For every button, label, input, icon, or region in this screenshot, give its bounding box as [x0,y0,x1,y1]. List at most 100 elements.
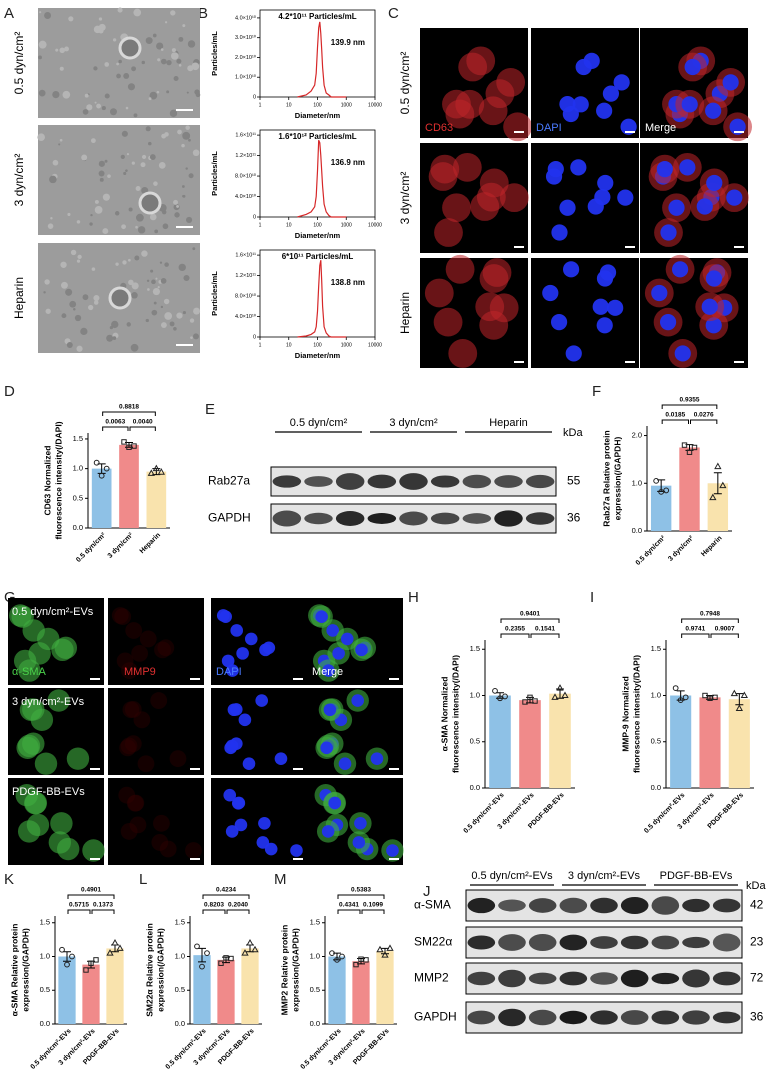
y-tick-label: 1.5 [73,434,83,443]
texture [148,97,152,101]
texture [163,298,170,305]
band [399,473,428,490]
texture [174,212,180,218]
texture [141,60,146,65]
y-axis-label: fluorescence intensity(/DAPI) [53,421,63,539]
texture [145,37,153,45]
cell [82,839,105,862]
cell [321,825,335,838]
cell [613,74,630,91]
data-point [83,967,89,973]
micrograph [108,688,204,775]
y-tick-label: 2.0×10¹⁰ [235,54,257,61]
cell [120,737,138,755]
texture [137,226,146,234]
data-point [251,945,259,953]
kda-value: 55 [567,474,581,488]
texture [98,160,105,167]
data-point [157,468,165,475]
texture [170,10,176,16]
row-label: MMP2 [414,971,449,985]
cell [224,741,237,755]
cell [230,624,244,637]
row-label: α-SMA [414,898,451,912]
texture [112,38,117,42]
x-tick-label: 1 [259,342,262,348]
band [712,933,741,952]
texture [178,36,184,42]
cell [726,189,743,206]
x-tick-label: 10 [286,342,292,348]
band [498,934,526,951]
cell [219,610,232,623]
cell [159,840,177,858]
texture [161,322,167,328]
micrograph [108,598,204,685]
data-point [64,961,70,968]
texture [76,220,81,224]
y-tick-label: 1.0×10¹⁰ [235,74,257,81]
texture [112,336,117,341]
data-point [682,694,689,701]
band [712,1011,741,1024]
texture [182,185,185,188]
unit-label: kDa [563,427,583,439]
cell [129,816,147,834]
p-value: 0.9007 [715,626,735,633]
cell [479,264,509,293]
texture [102,228,109,235]
kda-value: 36 [567,511,581,525]
cell [124,700,142,718]
significance-bracket [530,633,560,638]
texture [60,281,68,289]
cell [351,694,365,707]
texture [181,143,185,148]
data-point [59,946,65,953]
band [304,512,333,525]
cell [124,735,142,753]
texture [178,64,182,67]
data-point [111,938,119,946]
y-axis-label: α-SMA Normalized [439,677,449,752]
cell [137,755,155,773]
texture [151,309,158,316]
texture [80,327,88,336]
texture [166,59,172,66]
data-point [246,938,254,946]
y-tick-label: 3.0×10¹⁰ [235,34,257,41]
y-tick-label: 1.0 [310,951,320,960]
band [590,897,618,914]
data-point [386,944,394,951]
data-point [106,949,114,956]
y-axis-label: fluorescence intensity(/DAPI) [631,655,641,773]
bar [106,948,124,1024]
texture [171,48,176,53]
data-point [194,943,200,950]
significance-bracket [337,894,385,899]
x-tick-label: 10 [286,102,292,108]
y-axis-label: Particles/mL [210,271,219,316]
cell [597,174,614,192]
cell [133,711,151,729]
texture [61,313,67,319]
texture [156,42,164,50]
x-tick-label: 10000 [368,102,382,108]
y-axis-label: fluorescence intensity(/DAPI) [450,655,460,773]
row-label: 0.5 dyn/cm² [12,32,26,95]
texture [96,103,102,109]
cell [706,174,723,192]
p-value: 0.9741 [685,626,705,633]
data-point [339,953,345,960]
texture [186,91,189,94]
texture [188,138,191,142]
texture [176,58,182,64]
band [399,511,428,526]
y-tick-label: 0.5 [73,493,83,502]
cell [232,796,246,810]
data-point [730,689,738,697]
band [367,474,397,489]
cell [696,198,713,215]
texture [94,101,97,104]
texture [90,138,96,144]
texture [164,21,168,24]
